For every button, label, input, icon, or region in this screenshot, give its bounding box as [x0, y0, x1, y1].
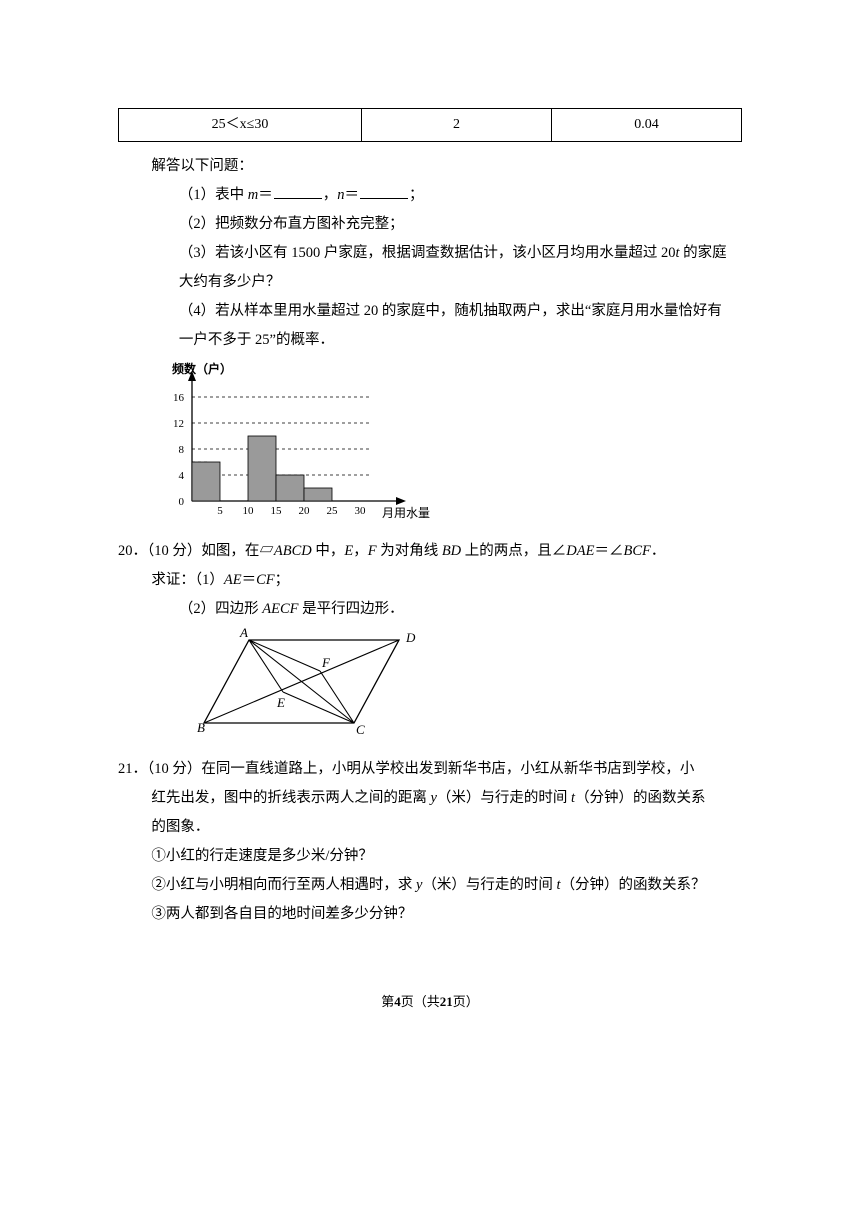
subq-2: （2）把频数分布直方图补充完整； — [118, 210, 742, 239]
text: （3）若该小区有 1500 户家庭，根据调查数据估计，该小区月均用水量超过 20 — [179, 245, 676, 261]
problem-20-line2: 求证：（1）AE＝CF； — [118, 566, 742, 595]
var-n: n — [337, 187, 344, 203]
text: 为对角线 — [377, 543, 442, 559]
text: （分钟）的函数关系 — [575, 790, 706, 806]
footer-total: 21 — [440, 994, 453, 1009]
text: 上的两点，且∠ — [461, 543, 566, 559]
text: 是平行四边形． — [299, 601, 404, 617]
footer-text: 第 — [381, 994, 394, 1009]
text: ＝ — [345, 187, 360, 203]
page-root: 25＜x≤30 2 0.04 解答以下问题： （1）表中 m＝，n＝； （2）把… — [0, 0, 860, 1055]
var: AECF — [262, 601, 298, 617]
problem-20-line1: 20．（10 分）如图，在▱ABCD 中，E，F 为对角线 BD 上的两点，且∠… — [118, 537, 742, 566]
ytick: 4 — [179, 470, 185, 482]
problem-21-q2: ②小红与小明相向而行至两人相遇时，求 y（米）与行走的时间 t（分钟）的函数关系… — [118, 871, 742, 900]
ytick: 0 — [179, 496, 185, 508]
text: ＝ — [242, 572, 257, 588]
xtick: 10 — [243, 505, 255, 517]
data-table: 25＜x≤30 2 0.04 — [118, 108, 742, 142]
var: BD — [442, 543, 461, 559]
var: E — [344, 543, 353, 559]
bar — [248, 436, 276, 501]
var: BCF — [623, 543, 650, 559]
parallelogram-svg: A D B C E F — [191, 628, 421, 738]
var: CF — [256, 572, 275, 588]
var: DAE — [566, 543, 594, 559]
text: ②小红与小明相向而行至两人相遇时，求 — [151, 877, 416, 893]
histogram-chart: 0 4 8 12 16 5 10 15 20 25 30 频数（户） 月用水量 — [154, 361, 742, 535]
text: 求证：（1） — [151, 572, 224, 588]
xtick: 15 — [271, 505, 283, 517]
table-cell: 2 — [361, 109, 551, 142]
subq-3-line1: （3）若该小区有 1500 户家庭，根据调查数据估计，该小区月均用水量超过 20… — [118, 239, 742, 268]
ytick: 16 — [173, 392, 185, 404]
x-axis-label: 月用水量 — [382, 506, 430, 520]
page-footer: 第4页（共21页） — [118, 989, 742, 1015]
text: ＝ — [258, 187, 273, 203]
subq-1: （1）表中 m＝，n＝； — [118, 181, 742, 210]
text: ＝∠ — [594, 543, 623, 559]
text: （分钟）的函数关系？ — [561, 877, 706, 893]
bar — [192, 462, 220, 501]
pt-B: B — [197, 720, 205, 735]
bar — [304, 488, 332, 501]
y-axis-label: 频数（户） — [172, 361, 232, 376]
problem-21-q3: ③两人都到各自目的地时间差多少分钟？ — [118, 900, 742, 929]
pt-E: E — [276, 695, 285, 710]
text: 中， — [312, 543, 345, 559]
problem-21-q1: ①小红的行走速度是多少米/分钟？ — [118, 842, 742, 871]
var: F — [368, 543, 377, 559]
table-row: 25＜x≤30 2 0.04 — [119, 109, 742, 142]
problem-21-line1: 21．（10 分）在同一直线道路上，小明从学校出发到新华书店，小红从新华书店到学… — [118, 755, 742, 784]
xtick: 20 — [299, 505, 311, 517]
problem-21-line2: 红先出发，图中的折线表示两人之间的距离 y（米）与行走的时间 t（分钟）的函数关… — [118, 784, 742, 813]
text: 的家庭 — [680, 245, 727, 261]
text: ； — [275, 572, 290, 588]
var-m: m — [248, 187, 258, 203]
ytick: 8 — [179, 444, 185, 456]
pt-A: A — [239, 628, 248, 640]
text: ， — [353, 543, 368, 559]
text: （1）表中 — [179, 187, 248, 203]
footer-text: 页（共 — [401, 994, 440, 1009]
bar — [276, 475, 304, 501]
text: ， — [323, 187, 338, 203]
subq-3-line2: 大约有多少户？ — [118, 268, 742, 297]
histogram-svg: 0 4 8 12 16 5 10 15 20 25 30 频数（户） 月用水量 — [154, 361, 444, 524]
text: 红先出发，图中的折线表示两人之间的距离 — [151, 790, 430, 806]
xtick: 30 — [355, 505, 367, 517]
text: ； — [409, 187, 424, 203]
ytick: 12 — [173, 418, 184, 430]
footer-text: 页） — [453, 994, 479, 1009]
parallelogram-figure: A D B C E F — [191, 628, 743, 749]
text: 20．（10 分）如图，在▱ — [118, 543, 274, 559]
intro-text: 解答以下问题： — [118, 152, 742, 181]
blank-m — [274, 185, 322, 200]
text: （米）与行走的时间 — [422, 877, 556, 893]
table-cell: 25＜x≤30 — [119, 109, 362, 142]
blank-n — [360, 185, 408, 200]
problem-20-line3: （2）四边形 AECF 是平行四边形． — [118, 595, 742, 624]
subq-4-line1: （4）若从样本里用水量超过 20 的家庭中，随机抽取两户，求出“家庭月用水量恰好… — [118, 297, 742, 326]
pt-F: F — [321, 655, 331, 670]
xtick: 25 — [327, 505, 339, 517]
table-cell: 0.04 — [551, 109, 741, 142]
problem-21-line3: 的图象． — [118, 813, 742, 842]
var: AE — [224, 572, 242, 588]
text: ． — [651, 543, 666, 559]
pt-C: C — [356, 722, 365, 737]
text: （2）四边形 — [179, 601, 262, 617]
text: （米）与行走的时间 — [437, 790, 571, 806]
subq-4-line2: 一户不多于 25”的概率． — [118, 326, 742, 355]
var: ABCD — [274, 543, 312, 559]
xtick: 5 — [218, 505, 224, 517]
pt-D: D — [405, 630, 416, 645]
